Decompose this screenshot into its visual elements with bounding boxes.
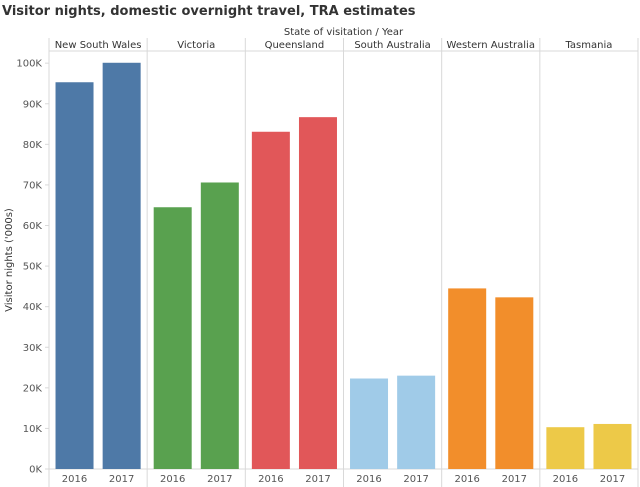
bar bbox=[251, 131, 290, 469]
x-tick-label: 2016 bbox=[258, 474, 283, 485]
x-tick-label: 2016 bbox=[62, 474, 87, 485]
group-label: South Australia bbox=[354, 40, 430, 51]
bar bbox=[153, 207, 192, 469]
y-tick-label: 70K bbox=[23, 180, 43, 191]
y-tick-label: 40K bbox=[23, 302, 43, 313]
chart-title: Visitor nights, domestic overnight trave… bbox=[2, 4, 416, 19]
y-tick-label: 20K bbox=[23, 383, 43, 394]
group-label: Queensland bbox=[265, 40, 325, 51]
bar bbox=[448, 288, 487, 469]
bar bbox=[55, 82, 94, 470]
bar bbox=[397, 375, 436, 469]
x-tick-label: 2017 bbox=[207, 474, 232, 485]
group-label: Tasmania bbox=[564, 40, 612, 51]
bar bbox=[200, 182, 239, 470]
x-tick-label: 2016 bbox=[454, 474, 479, 485]
bar bbox=[495, 297, 534, 469]
y-tick-label: 90K bbox=[23, 99, 43, 110]
y-tick-label: 0K bbox=[29, 465, 42, 476]
x-tick-label: 2017 bbox=[305, 474, 330, 485]
x-tick-label: 2016 bbox=[356, 474, 381, 485]
bar bbox=[102, 62, 141, 470]
bar bbox=[593, 423, 632, 469]
group-label: Western Australia bbox=[447, 40, 535, 51]
x-tick-label: 2016 bbox=[553, 474, 578, 485]
y-tick-label: 50K bbox=[23, 262, 43, 273]
group-label: New South Wales bbox=[55, 40, 142, 51]
y-tick-label: 80K bbox=[23, 140, 43, 151]
group-label: Victoria bbox=[177, 40, 215, 51]
x-tick-label: 2017 bbox=[403, 474, 428, 485]
header-label: State of visitation / Year bbox=[284, 27, 404, 38]
x-tick-label: 2017 bbox=[600, 474, 625, 485]
bar bbox=[298, 117, 337, 470]
bar bbox=[546, 427, 585, 469]
x-tick-label: 2016 bbox=[160, 474, 185, 485]
y-tick-label: 30K bbox=[23, 343, 43, 354]
y-axis-title: Visitor nights ('000s) bbox=[4, 208, 15, 312]
y-tick-label: 60K bbox=[23, 221, 43, 232]
y-tick-label: 10K bbox=[23, 424, 43, 435]
x-tick-label: 2017 bbox=[109, 474, 134, 485]
y-tick-label: 100K bbox=[16, 59, 42, 70]
x-tick-label: 2017 bbox=[502, 474, 527, 485]
bar bbox=[350, 378, 389, 469]
